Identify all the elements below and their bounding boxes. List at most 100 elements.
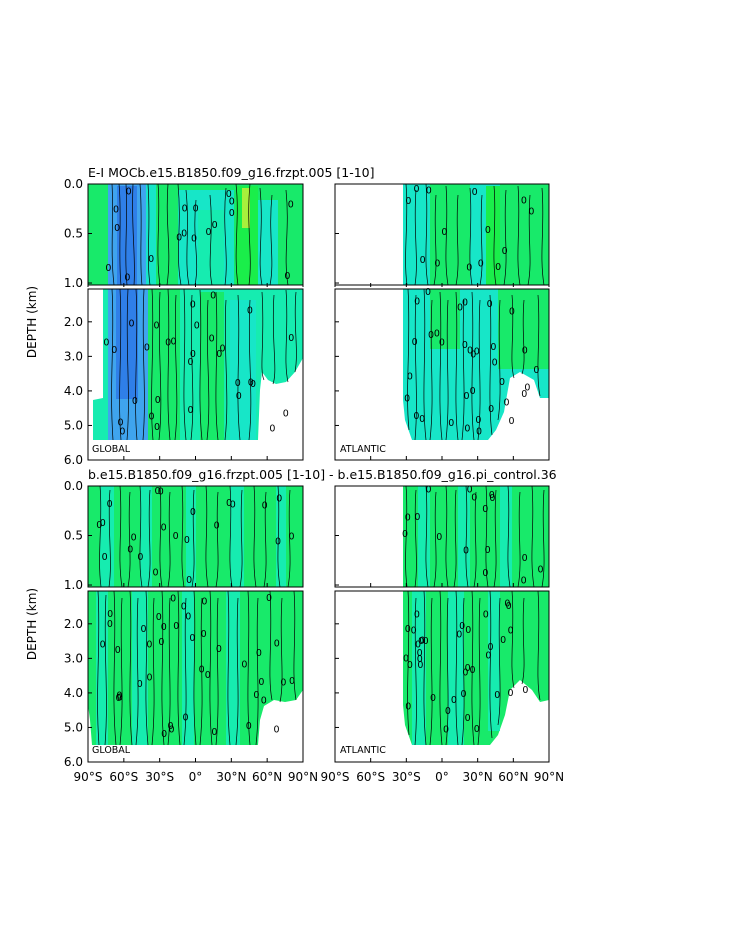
panel-label-atlantic-2: ATLANTIC [340, 745, 386, 756]
contour-label: 0 [430, 693, 436, 704]
y-tick-label: 1.0 [64, 578, 83, 592]
contour-label: 0 [100, 639, 106, 650]
contour-label: 0 [176, 233, 182, 244]
contour-label: 0 [403, 653, 409, 664]
chart-title-1: E-I MOCb.e15.B1850.f09_g16.frzpt.005 [1-… [88, 165, 375, 180]
contour-label: 0 [189, 633, 195, 644]
contour-label: 0 [508, 416, 514, 427]
contour-label: 0 [209, 334, 215, 345]
contour-label: 0 [187, 357, 193, 368]
contour-label: 0 [211, 727, 217, 738]
contour-label: 0 [502, 246, 508, 257]
contour-label: 0 [465, 625, 471, 636]
plot-atlantic-top-1 [403, 184, 549, 285]
contour-label: 0 [445, 706, 451, 717]
contour-label: 0 [146, 639, 152, 650]
contour-label: 0 [451, 695, 457, 706]
contour-label: 0 [115, 693, 121, 704]
contour-label: 0 [131, 533, 137, 544]
y-tick-label: 0.5 [64, 227, 83, 241]
contour-label: 0 [404, 394, 410, 405]
contour-label: 0 [522, 346, 528, 357]
y-tick-label: 0.5 [64, 529, 83, 543]
contour-label: 0 [149, 412, 155, 423]
contour-label: 0 [153, 568, 159, 579]
contour-label: 0 [414, 184, 420, 195]
contour-label: 0 [418, 636, 424, 647]
plot-global-bottom-1 [93, 289, 303, 440]
contour-label: 0 [288, 199, 294, 210]
contour-label: 0 [173, 531, 179, 542]
contour-label: 0 [193, 204, 199, 215]
contour-label: 0 [154, 486, 160, 497]
contour-label: 0 [173, 621, 179, 632]
y-axis-label-2: DEPTH (km) [25, 588, 39, 660]
contour-labels: 0000000000000000000000000000000000000000… [96, 184, 543, 740]
contour-label: 0 [155, 395, 161, 406]
contour-label: 0 [126, 187, 132, 198]
panel-label-atlantic-1: ATLANTIC [340, 444, 386, 455]
contour-label: 0 [522, 685, 528, 696]
contour-label: 0 [170, 594, 176, 605]
contour-label: 0 [220, 344, 226, 355]
contour-label: 0 [258, 677, 264, 688]
contour-label: 0 [407, 660, 413, 671]
contour-label: 0 [137, 679, 143, 690]
x-tick-label: 60°S [356, 770, 385, 784]
contour-label: 0 [466, 262, 472, 273]
contour-label: 0 [262, 500, 268, 511]
y-tick-label: 6.0 [64, 453, 83, 467]
contour-label: 0 [103, 338, 109, 349]
contour-label: 0 [489, 490, 495, 501]
contour-label: 0 [487, 299, 493, 310]
contour-label: 0 [470, 665, 476, 676]
contour-label: 0 [417, 660, 423, 671]
contour-label: 0 [247, 306, 253, 317]
contour-label: 0 [419, 636, 425, 647]
contour-label: 0 [201, 597, 207, 608]
contour-label: 0 [467, 345, 473, 356]
contour-label: 0 [158, 637, 164, 648]
contour-label: 0 [216, 349, 222, 360]
contour-label: 0 [425, 287, 431, 298]
contour-label: 0 [423, 636, 429, 647]
contour-label: 0 [191, 234, 197, 245]
contour-label: 0 [485, 651, 491, 662]
contour-label: 0 [226, 498, 232, 509]
contour-label: 0 [188, 405, 194, 416]
contour-label: 0 [289, 676, 295, 687]
contour-label: 0 [248, 377, 254, 388]
contour-label: 0 [460, 689, 466, 700]
x-tick-label: 60°N [498, 770, 528, 784]
contour-label: 0 [165, 337, 171, 348]
contour-label: 0 [181, 601, 187, 612]
contour-label: 0 [504, 599, 510, 610]
contour-label: 0 [269, 424, 275, 435]
contour-label: 0 [118, 418, 124, 429]
contour-label: 0 [405, 701, 411, 712]
y-tick-label: 5.0 [64, 720, 83, 734]
contour-label: 0 [132, 396, 138, 407]
contour-label: 0 [210, 290, 216, 301]
y-tick-label: 4.0 [64, 384, 83, 398]
contour-label: 0 [499, 377, 505, 388]
contour-label: 0 [528, 206, 534, 217]
x-tick-label: 90°S [321, 770, 350, 784]
y-tick-label: 2.0 [64, 617, 83, 631]
contour-label: 0 [470, 350, 476, 361]
x-tick-label: 60°S [109, 770, 138, 784]
contour-label: 0 [483, 610, 489, 621]
contour-label: 0 [487, 642, 493, 653]
y-tick-label: 3.0 [64, 349, 83, 363]
contour-label: 0 [128, 319, 134, 330]
contour-label: 0 [407, 372, 413, 383]
plot-global-top-2 [88, 486, 303, 587]
x-tick-label: 30°S [392, 770, 421, 784]
contour-label: 0 [426, 484, 432, 495]
contour-label: 0 [495, 262, 501, 273]
y-tick-label: 4.0 [64, 686, 83, 700]
contour-label: 0 [457, 302, 463, 313]
contour-label: 0 [284, 271, 290, 282]
contour-label: 0 [168, 724, 174, 735]
